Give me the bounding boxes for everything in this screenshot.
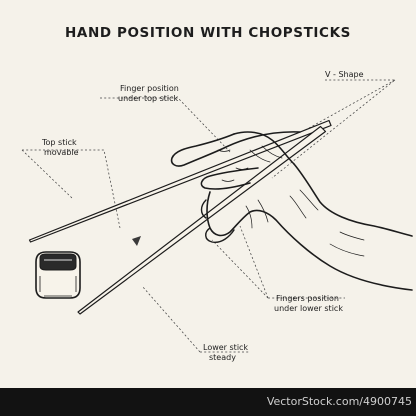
chopsticks-illustration: HAND POSITION WITH CHOPSTICKS Finger pos… [21,25,413,362]
movement-arrow-icon [132,236,141,246]
label-fingers-lower-1: Fingers position [276,294,339,303]
lower-chopstick [77,125,327,315]
label-top-stick-2: movable [44,148,79,157]
guide-fingers-lower-a [211,239,269,299]
guide-top-stick [21,149,73,199]
label-fingers-lower-2: under lower stick [274,304,343,313]
chopsticks [28,119,332,315]
label-v-shape: V - Shape [325,70,364,79]
guide-fingers-lower-b [239,225,269,299]
label-finger-top-2: under top stick [118,94,179,103]
diagram-title: HAND POSITION WITH CHOPSTICKS [65,25,351,41]
label-finger-top-1: Finger position [120,84,179,93]
sauce-dish-icon [35,251,81,299]
labels: Finger position under top stick V - Shap… [41,70,364,362]
guide-v-shape-lower [299,79,396,134]
top-chopstick [28,119,332,243]
guide-lines [21,79,397,353]
hand-illustration [170,131,413,291]
guide-lower-stick [141,285,201,353]
label-lower-stick-1: Lower stick [203,343,248,352]
label-top-stick-1: Top stick [41,138,77,147]
label-lower-stick-2: steady [209,353,236,362]
guide-top-stick-arrow [22,149,121,229]
guide-v-shape-upper [271,79,397,179]
guide-finger-top [100,97,231,153]
watermark-text: VectorStock.com/4900745 [266,395,412,408]
footer-bar: VectorStock.com/4900745 [0,388,416,416]
